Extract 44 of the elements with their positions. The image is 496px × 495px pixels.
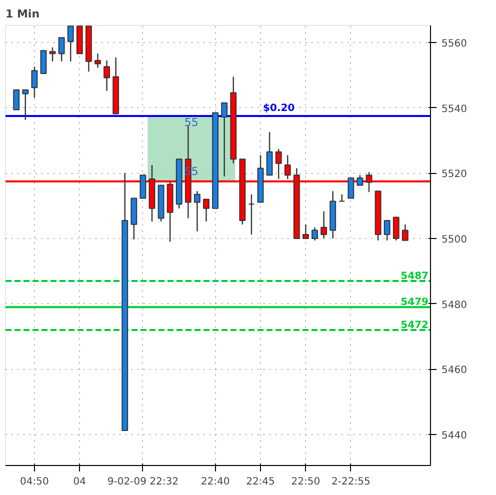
candlestick [402, 224, 408, 242]
candlestick [104, 60, 110, 92]
y-tick-label: 5500 [442, 234, 467, 246]
candlestick [40, 50, 47, 74]
ref-line-label: 5479 [400, 297, 429, 308]
x-tick-label: 22:40 [200, 476, 230, 488]
y-tick-label: 5560 [442, 38, 467, 50]
candlestick [248, 194, 255, 236]
candlestick [348, 178, 354, 199]
candlestick [49, 46, 56, 62]
candlestick [31, 66, 38, 98]
candlestick [312, 226, 318, 242]
candlestick [392, 216, 400, 242]
candlestick [140, 174, 146, 199]
candlestick [67, 26, 74, 62]
candlestick [266, 131, 273, 176]
y-tick-label: 5460 [442, 365, 467, 376]
annotation: 55 [184, 116, 198, 129]
candlestick [302, 224, 309, 240]
candlestick [203, 198, 210, 222]
x-tick-label: 04 [73, 476, 86, 488]
x-tick-label: 04:50 [20, 476, 49, 488]
ref-line-label: 5487 [400, 270, 429, 282]
chart-title: 1 Min [6, 8, 40, 20]
candlestick [22, 89, 29, 120]
candlestick [356, 174, 364, 186]
candlestick [194, 190, 200, 232]
x-tick-label: 9-02-09 22:32 [107, 476, 178, 488]
candlestick [221, 102, 228, 178]
candlestick [384, 220, 390, 242]
x-tick-label: 22:45 [246, 476, 275, 488]
y-tick-label: 5440 [442, 430, 467, 442]
y-tick-label: 5520 [442, 169, 467, 180]
x-tick-label: 22:50 [291, 476, 320, 488]
ref-line-label: 5472 [400, 320, 429, 331]
candlestick [320, 210, 328, 240]
annotation: 55 [184, 164, 198, 178]
candlestick [94, 52, 101, 68]
candlestick [13, 89, 20, 110]
y-tick-label: 5540 [442, 104, 467, 115]
x-tick-label: 2-22:55 [332, 476, 370, 488]
band-label: $0.20 [263, 102, 295, 114]
candlestick [58, 36, 65, 62]
y-tick-label: 5480 [442, 300, 467, 311]
